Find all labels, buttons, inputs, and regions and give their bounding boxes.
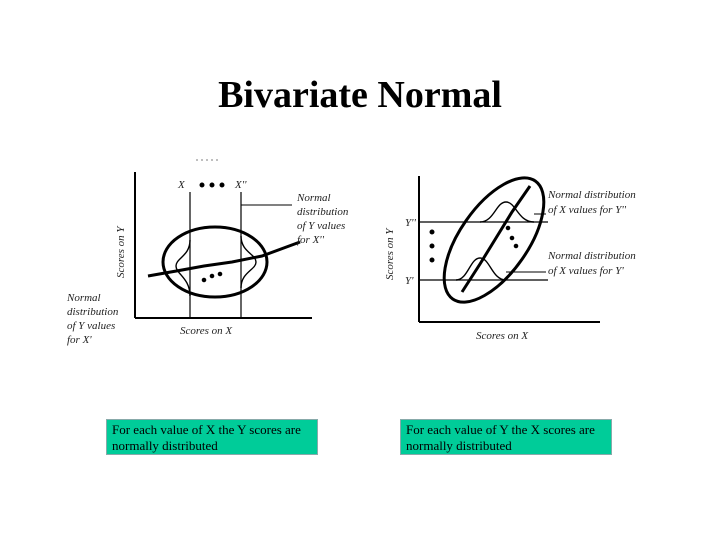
right-scatter-dot <box>505 225 511 231</box>
right-scatter-dot <box>513 243 519 249</box>
left-top-dot <box>209 182 215 188</box>
left-scatter-dot <box>209 273 215 279</box>
right-y-prime-marker: Y' <box>405 275 414 287</box>
annotation-line: of Y values <box>67 320 115 332</box>
left-normal-curve-x-double-prime <box>240 235 257 289</box>
right-side-dot <box>429 243 435 249</box>
left-regression-line <box>147 240 301 278</box>
right-figure <box>418 176 600 323</box>
right-ellipse <box>442 176 546 304</box>
left-ellipse <box>161 225 269 299</box>
annotation-line: for X'' <box>297 234 325 246</box>
annotation-line: Normal distribution <box>547 189 636 201</box>
annotation-line: distribution <box>67 306 119 318</box>
annotation-line: Normal <box>66 292 101 304</box>
left-x-double-prime-marker: X'' <box>234 179 247 191</box>
right-x-axis-label: Scores on X <box>476 330 529 342</box>
left-top-dot <box>219 182 225 188</box>
annotation-line: Normal <box>296 192 331 204</box>
left-figure <box>134 159 312 319</box>
left-top-dot <box>199 182 205 188</box>
left-annotation-left: Normal distribution of Y values for X' <box>66 292 119 346</box>
left-y-axis-label: Scores on Y <box>115 225 127 278</box>
slide-title: Bivariate Normal <box>218 74 502 116</box>
right-y-axis-label: Scores on Y <box>384 227 396 280</box>
left-scatter-dot <box>217 271 223 277</box>
right-annotation-top: Normal distribution of X values for Y'' <box>547 189 636 216</box>
caption-right: For each value of Y the X scores are nor… <box>400 419 612 455</box>
annotation-line: of Y values <box>297 220 345 232</box>
left-x-marker: X <box>177 179 186 191</box>
right-annotation-bottom: Normal distribution of X values for Y' <box>547 250 636 277</box>
left-scatter-dot <box>201 277 207 283</box>
left-x-axis-label: Scores on X <box>180 325 233 337</box>
annotation-line: for X' <box>67 334 92 346</box>
right-scatter-dot <box>509 235 515 241</box>
annotation-line: of X values for Y'' <box>548 204 627 216</box>
annotation-line: Normal distribution <box>547 250 636 262</box>
right-normal-curve-y-prime <box>455 257 507 281</box>
annotation-line: distribution <box>297 206 349 218</box>
annotation-line: of X values for Y' <box>548 265 624 277</box>
right-regression-line <box>460 185 532 293</box>
right-normal-curve-y-double-prime <box>479 201 535 223</box>
right-y-double-prime-marker: Y'' <box>405 217 416 229</box>
right-side-dot <box>429 257 435 263</box>
left-annotation-right: Normal distribution of Y values for X'' <box>296 192 349 246</box>
caption-left: For each value of X the Y scores are nor… <box>106 419 318 455</box>
left-normal-curve-x-prime <box>175 239 191 297</box>
right-side-dot <box>429 229 435 235</box>
